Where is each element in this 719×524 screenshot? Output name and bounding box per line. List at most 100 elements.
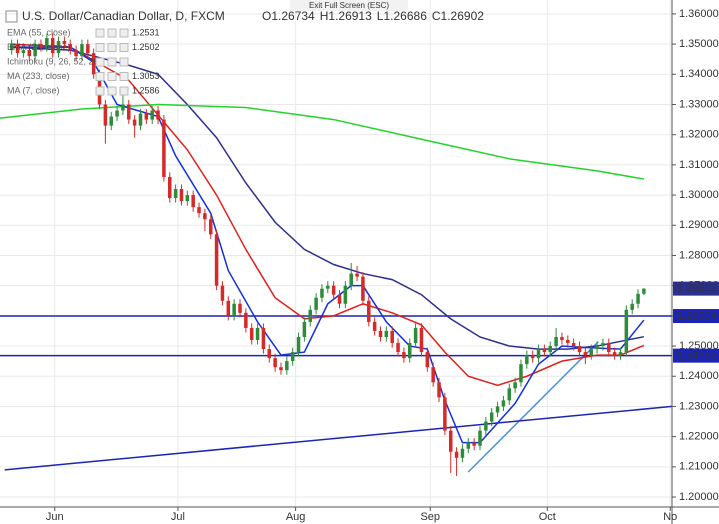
legend-name: EMA (55, close) (7, 27, 71, 37)
candle-body (460, 448, 465, 458)
candle-body (378, 330, 383, 337)
candle-body (156, 110, 160, 120)
y-tick-label: 1.30000 (679, 189, 719, 201)
candle-body (390, 330, 394, 344)
candle-body (448, 430, 453, 452)
candle-body (115, 110, 119, 117)
chart-title: U.S. Dollar/Canadian Dollar, D, FXCM (22, 9, 225, 23)
candle-body (419, 327, 424, 353)
candle-body (530, 355, 535, 359)
candle-body (132, 119, 137, 126)
candle-body (595, 346, 599, 350)
legend-icon (95, 86, 105, 96)
candle-body (361, 276, 365, 301)
y-tick-label: 1.33000 (679, 98, 719, 110)
level-label: 1.24682 (677, 350, 717, 362)
level-label-box (673, 309, 719, 324)
last-price-box (673, 281, 719, 296)
candle-body (501, 400, 506, 407)
legend-icon (119, 28, 129, 38)
candle-body (425, 352, 430, 368)
y-tick-label: 1.36000 (679, 8, 719, 20)
x-tick-label: Aug (286, 511, 306, 523)
candle-body (554, 336, 558, 347)
candle-body (109, 116, 113, 126)
candle-body (519, 364, 523, 383)
candle-body (273, 358, 277, 368)
candle-body (9, 44, 14, 51)
candle-body (408, 343, 412, 359)
x-tick-label: Oct (539, 511, 556, 523)
candle-body (396, 343, 400, 353)
candle-body (162, 119, 166, 177)
candle-body (74, 50, 78, 57)
exit-label[interactable]: Exit Full Screen (ESC) (309, 1, 389, 10)
candle-body (372, 321, 377, 331)
candle-body (589, 349, 593, 356)
candle-body (624, 309, 629, 353)
candle-body (443, 397, 447, 431)
candle-body (367, 300, 371, 322)
candle-body (261, 327, 266, 350)
candle-body (197, 207, 201, 214)
legend-icon (95, 72, 105, 81)
legend-name: EMA (21, close) (7, 42, 71, 52)
y-tick-label: 1.34000 (679, 68, 719, 80)
legend-value: 1.3053 (132, 71, 160, 81)
candle-body (267, 349, 272, 359)
legend-icon (95, 57, 105, 67)
y-tick-label: 1.32000 (679, 129, 719, 141)
y-tick-label: 1.24000 (679, 370, 719, 382)
ohlc-prefix: L (377, 9, 384, 23)
title-text: U.S. Dollar/Canadian Dollar, D, FXCM (22, 9, 225, 23)
y-tick-label: 1.35000 (679, 38, 719, 50)
candle-body (560, 336, 564, 341)
symbol-icon (5, 10, 18, 23)
candle-body (571, 343, 576, 347)
ohlc-value: 1.26913 (328, 9, 372, 23)
candle-body (173, 189, 178, 199)
legend-icon (119, 86, 129, 96)
last-price-label: 1.26902 (677, 283, 717, 295)
candle-body (91, 53, 96, 75)
candle-body (86, 44, 90, 54)
y-tick-label: 1.20000 (679, 491, 719, 503)
candle-body (39, 44, 43, 48)
exit-button[interactable] (290, 0, 408, 11)
candle-body (484, 421, 488, 431)
candle-body (566, 340, 570, 344)
candle-body (601, 343, 605, 347)
candle-body (15, 44, 20, 54)
legend-value: 1.2586 (132, 85, 160, 95)
x-tick-label: Sep (420, 511, 440, 523)
candle-body (168, 176, 172, 199)
legend-icon (107, 28, 117, 38)
candle-body (208, 219, 213, 235)
candle-body (495, 406, 500, 413)
candle-body (285, 361, 289, 371)
candle-body (320, 288, 324, 298)
candle-body (150, 110, 154, 120)
candle-body (296, 336, 301, 353)
candle-body (384, 330, 389, 337)
candle-body (355, 273, 359, 277)
candle-body (220, 285, 225, 301)
candle-body (249, 327, 254, 341)
candle-body (642, 288, 646, 294)
candle-body (454, 451, 459, 458)
axes: 1.36000 1.35000 1.34000 1.33000 1.32000 1.310… (46, 8, 719, 523)
legend-name: Ichimoku (9, 26, 52, 26) (7, 56, 102, 66)
candle-body (413, 327, 418, 344)
candle-body (68, 44, 72, 51)
candle-body (179, 189, 184, 202)
candle-body (80, 44, 84, 57)
candle-body (27, 50, 32, 57)
trendline (467, 341, 599, 473)
legend-icon (107, 57, 117, 67)
candle-body (472, 442, 476, 446)
candle-body (630, 303, 634, 310)
indicator-line (11, 46, 645, 350)
candle-body (232, 303, 236, 316)
candle-body (191, 195, 195, 208)
